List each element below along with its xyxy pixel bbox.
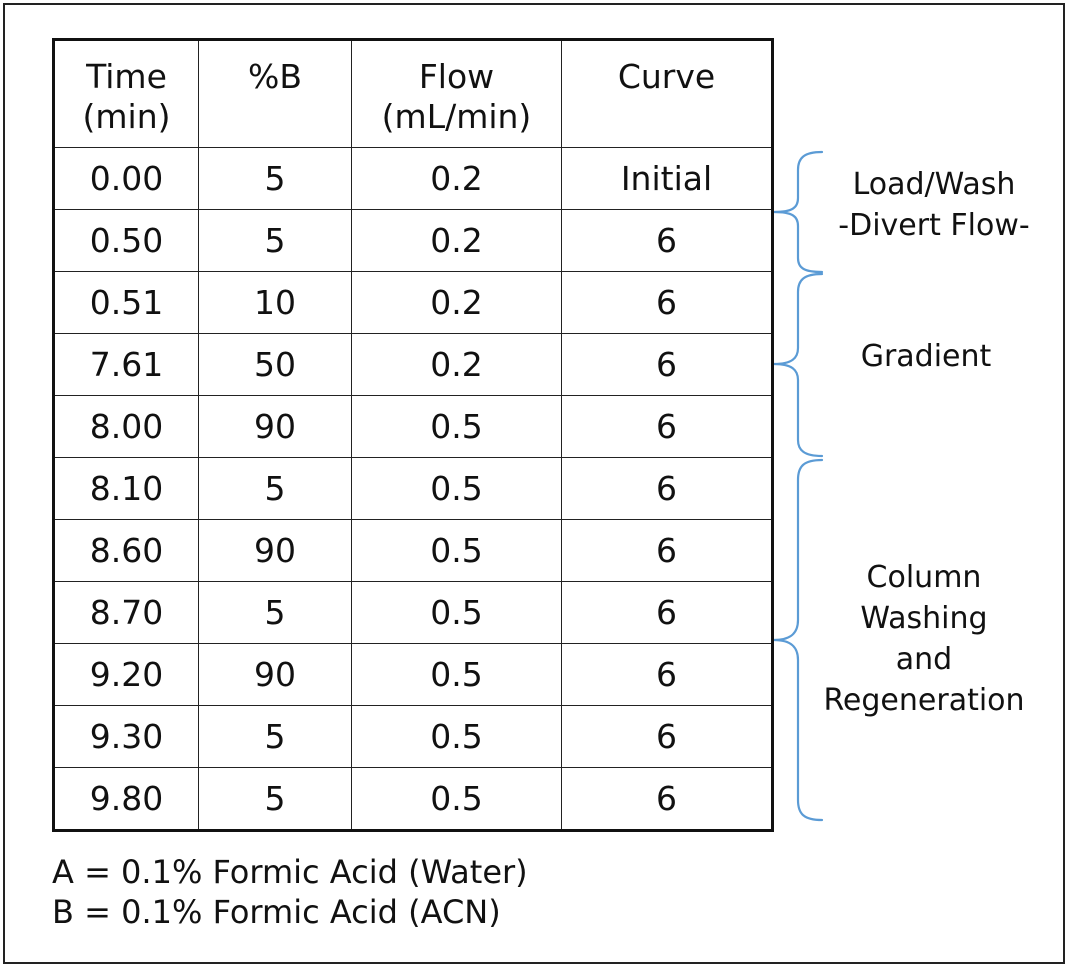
cell-percent-b: 5 [198, 209, 352, 272]
solvent-footnotes: A = 0.1% Formic Acid (Water) B = 0.1% Fo… [52, 852, 528, 932]
cell-time: 8.60 [53, 519, 199, 582]
cell-curve: 6 [561, 209, 773, 272]
cell-flow: 0.5 [351, 581, 562, 644]
table-row: 8.70 5 0.5 6 [53, 581, 773, 644]
cell-curve: 6 [561, 271, 773, 334]
phase-label-gradient: Gradient [860, 339, 992, 374]
cell-percent-b: 5 [198, 581, 352, 644]
cell-flow: 0.5 [351, 519, 562, 582]
cell-curve: 6 [561, 395, 773, 458]
cell-time: 7.61 [53, 333, 199, 396]
table-row: 9.80 5 0.5 6 [53, 767, 773, 831]
cell-time: 8.70 [53, 581, 199, 644]
header-curve: Curve [561, 39, 773, 148]
table-row: 7.61 50 0.2 6 [53, 333, 773, 396]
cell-percent-b: 50 [198, 333, 352, 396]
header-flow: Flow (mL/min) [351, 39, 562, 148]
brace-column-washing [773, 458, 824, 822]
table-row: 8.00 90 0.5 6 [53, 395, 773, 458]
cell-time: 8.10 [53, 457, 199, 520]
header-time: Time (min) [53, 39, 199, 148]
cell-percent-b: 90 [198, 395, 352, 458]
cell-percent-b: 90 [198, 643, 352, 706]
cell-flow: 0.2 [351, 209, 562, 272]
table-row: 0.00 5 0.2 Initial [53, 147, 773, 210]
cell-percent-b: 5 [198, 767, 352, 831]
cell-curve: 6 [561, 643, 773, 706]
cell-curve: 6 [561, 767, 773, 831]
table-row: 9.20 90 0.5 6 [53, 643, 773, 706]
cell-time: 0.50 [53, 209, 199, 272]
footnote-solvent-a: A = 0.1% Formic Acid (Water) [52, 853, 528, 891]
cell-curve: 6 [561, 457, 773, 520]
table-header-row: Time (min) %B Flow (mL/min) Curve [53, 39, 773, 148]
cell-flow: 0.5 [351, 767, 562, 831]
footnote-solvent-b: B = 0.1% Formic Acid (ACN) [52, 893, 501, 931]
table-row: 0.50 5 0.2 6 [53, 209, 773, 272]
brace-gradient [773, 272, 824, 458]
phase-label-load-wash: Load/Wash -Divert Flow- [838, 167, 1030, 243]
cell-percent-b: 90 [198, 519, 352, 582]
cell-curve: 6 [561, 705, 773, 768]
brace-load-wash [773, 150, 824, 274]
cell-flow: 0.2 [351, 333, 562, 396]
cell-time: 0.00 [53, 147, 199, 210]
cell-percent-b: 10 [198, 271, 352, 334]
cell-curve: 6 [561, 519, 773, 582]
table-row: 9.30 5 0.5 6 [53, 705, 773, 768]
cell-time: 0.51 [53, 271, 199, 334]
cell-flow: 0.5 [351, 457, 562, 520]
phase-label-column-washing: Column Washing and Regeneration [823, 560, 1025, 718]
header-percent-b: %B [198, 39, 352, 148]
cell-curve: Initial [561, 147, 773, 210]
cell-flow: 0.5 [351, 705, 562, 768]
phase-braces [773, 150, 824, 822]
cell-time: 9.30 [53, 705, 199, 768]
table-row: 8.60 90 0.5 6 [53, 519, 773, 582]
figure-frame [3, 3, 1065, 964]
cell-percent-b: 5 [198, 705, 352, 768]
cell-flow: 0.5 [351, 643, 562, 706]
cell-percent-b: 5 [198, 457, 352, 520]
cell-flow: 0.5 [351, 395, 562, 458]
cell-curve: 6 [561, 333, 773, 396]
cell-flow: 0.2 [351, 147, 562, 210]
cell-curve: 6 [561, 581, 773, 644]
cell-time: 8.00 [53, 395, 199, 458]
table-row: 8.10 5 0.5 6 [53, 457, 773, 520]
cell-percent-b: 5 [198, 147, 352, 210]
table-row: 0.51 10 0.2 6 [53, 271, 773, 334]
cell-flow: 0.2 [351, 271, 562, 334]
cell-time: 9.20 [53, 643, 199, 706]
cell-time: 9.80 [53, 767, 199, 831]
gradient-table: Time (min) %B Flow (mL/min) Curve 0.00 5… [52, 38, 774, 832]
